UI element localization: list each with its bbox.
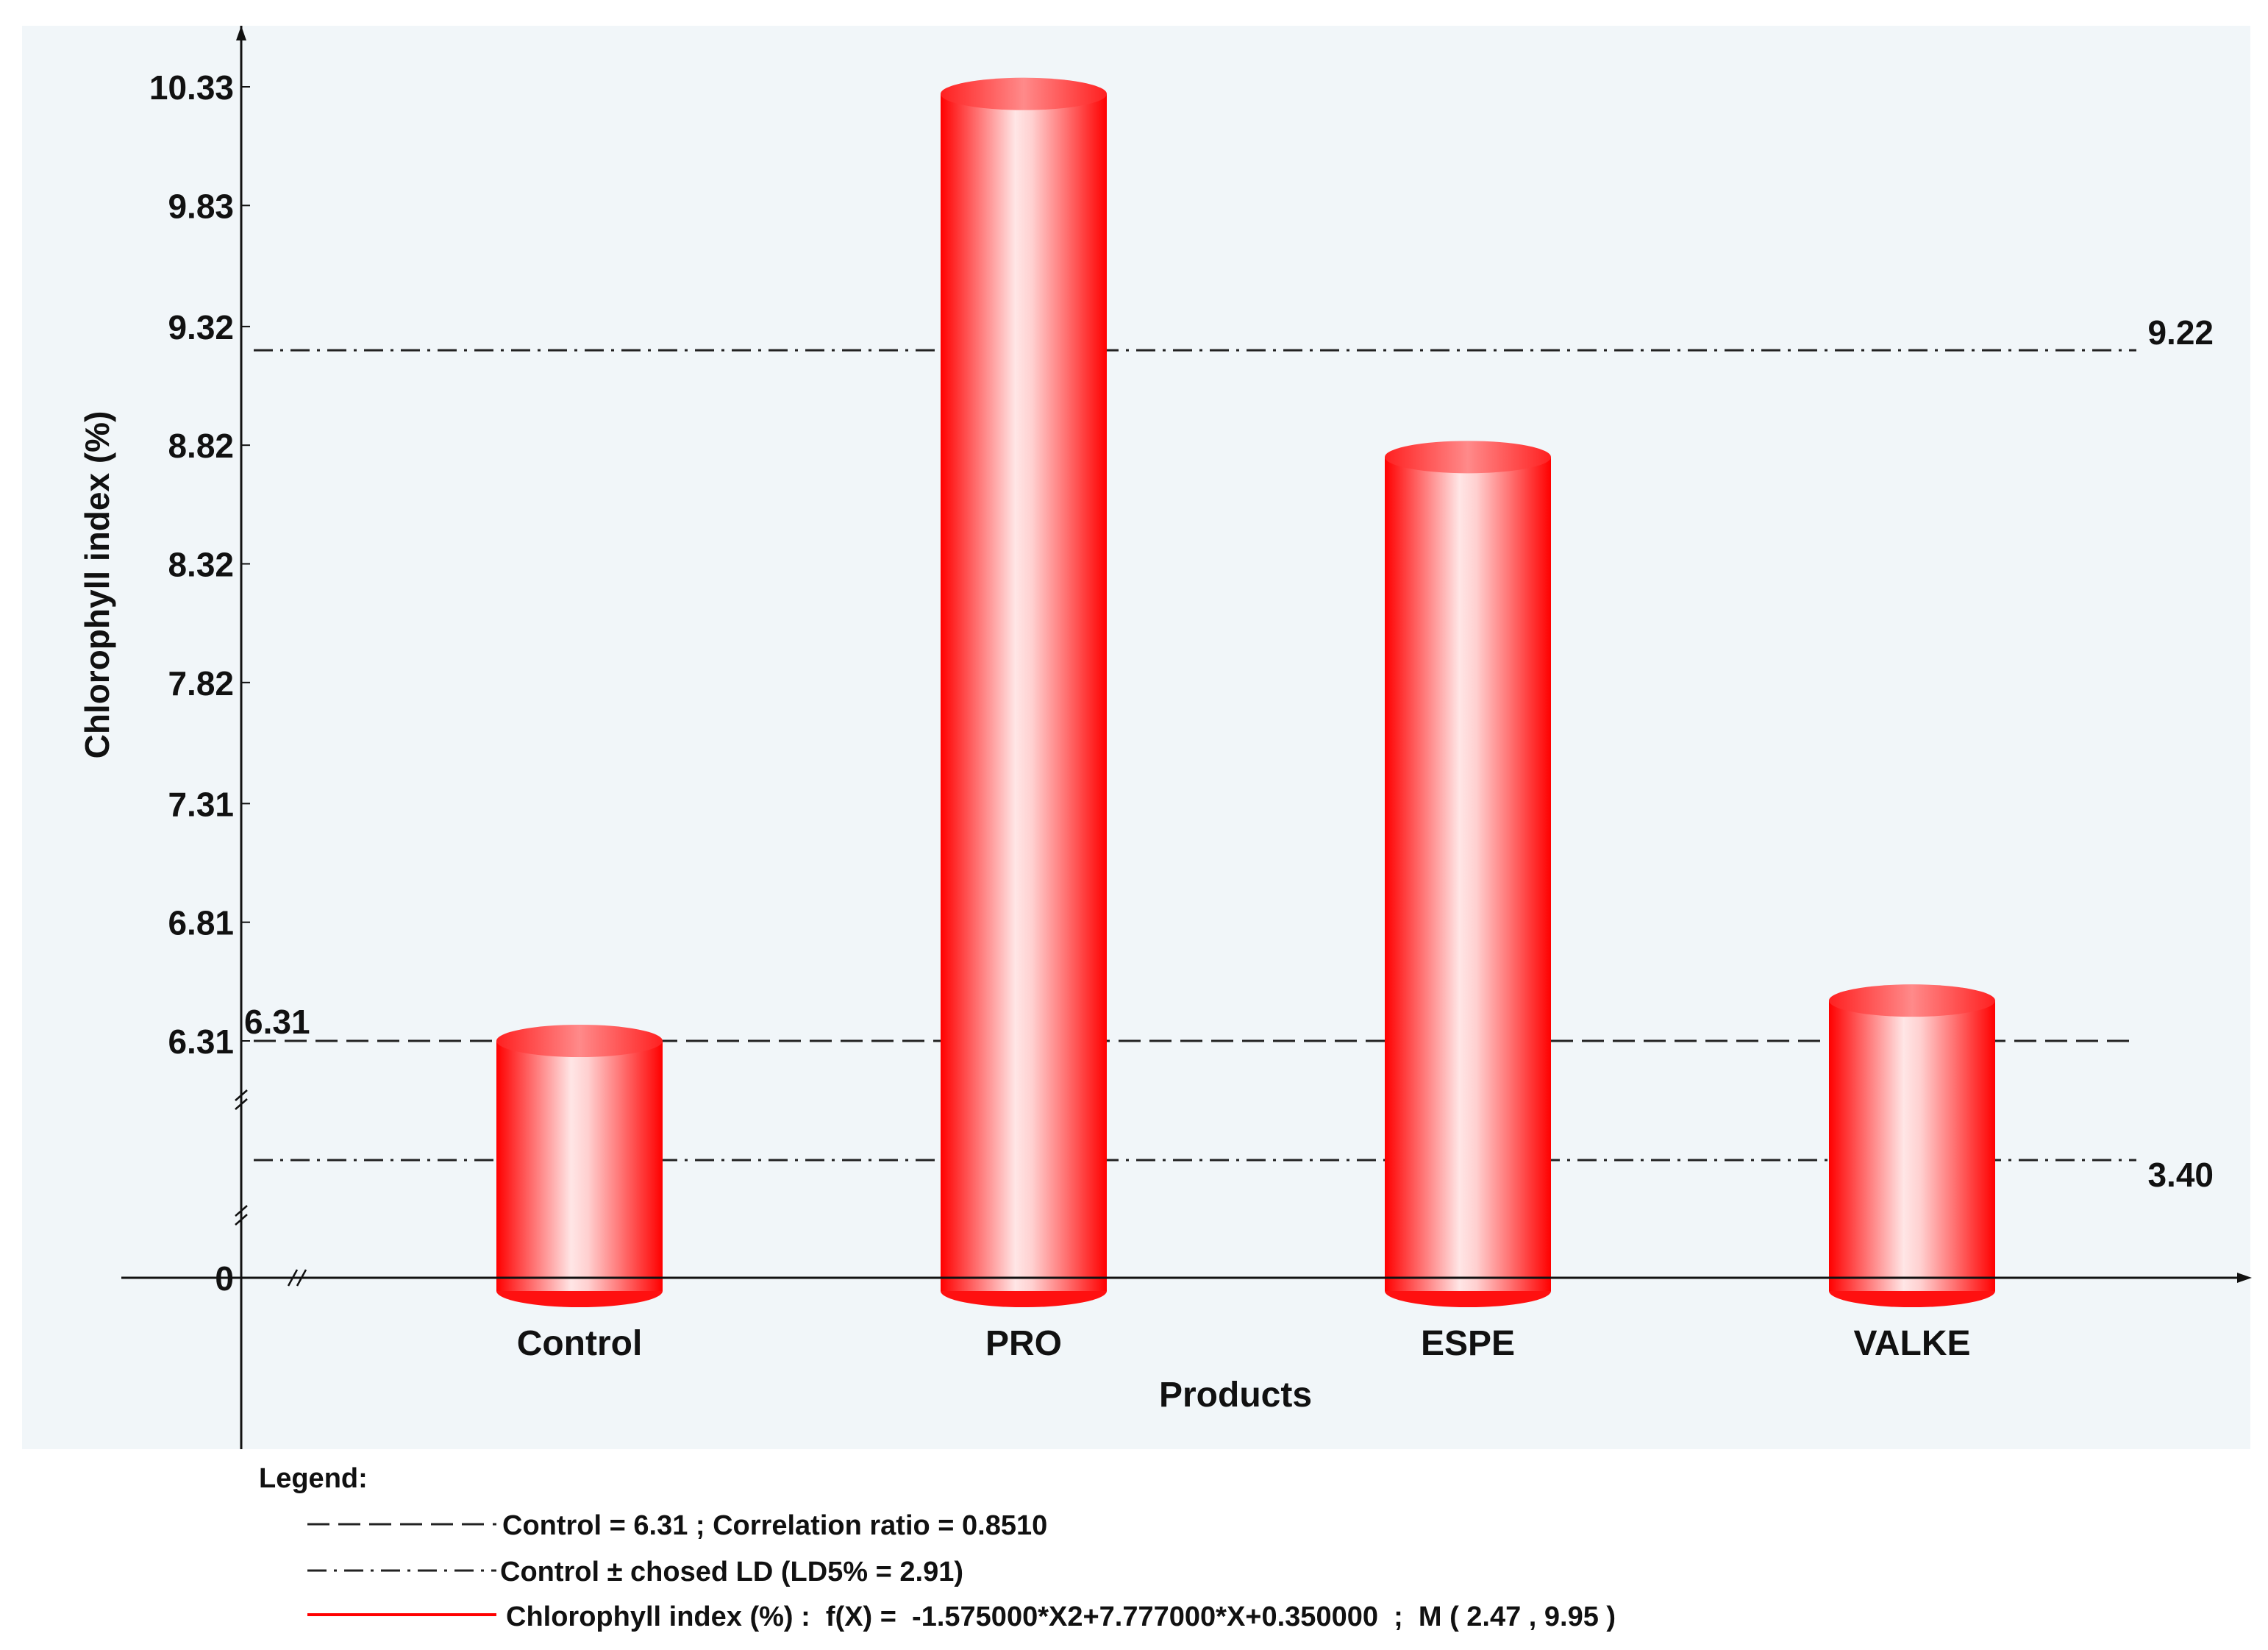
bar-body — [1829, 1000, 1995, 1291]
bar-espe — [1385, 441, 1551, 1307]
bar-top-cap — [1829, 984, 1995, 1017]
bar-top-cap — [941, 77, 1107, 110]
x-axis-tick-labels: Control PRO ESPE VALKE — [517, 1324, 1971, 1363]
y-axis-ticks: 0 6.31 6.81 7.31 7.82 8.32 8.82 9.32 9.83 10.33 — [149, 68, 250, 1298]
y-tick-label: 7.31 — [168, 785, 234, 823]
bars — [496, 77, 1995, 1307]
x-tick-label: ESPE — [1421, 1324, 1515, 1363]
legend-item-dashed: Control = 6.31 ; Correlation ratio = 0.8… — [307, 1510, 1047, 1541]
y-tick-label: 0 — [215, 1259, 234, 1298]
reference-label-3.40: 3.40 — [2147, 1156, 2214, 1194]
bar-valke — [1829, 984, 1995, 1307]
bar-body — [941, 93, 1107, 1292]
bar-control — [496, 1025, 663, 1307]
x-axis-break-marks — [287, 1269, 307, 1287]
bar-top-cap — [1385, 441, 1551, 474]
y-tick-label: 10.33 — [149, 68, 234, 107]
reference-label-9.22: 9.22 — [2147, 313, 2214, 352]
y-tick-label: 8.82 — [168, 427, 234, 465]
bar-body — [496, 1041, 663, 1291]
y-tick-label: 9.32 — [168, 308, 234, 346]
legend-text-function: Chlorophyll index (%) : f(X) = -1.575000… — [506, 1601, 1616, 1632]
y-tick-label: 7.82 — [168, 664, 234, 703]
legend-text-ld: Control ± chosed LD (LD5% = 2.91) — [500, 1557, 963, 1587]
x-axis-arrow — [2237, 1273, 2252, 1283]
legend-item-solid: Chlorophyll index (%) : f(X) = -1.575000… — [307, 1601, 1616, 1632]
x-tick-label: Control — [517, 1324, 643, 1363]
reference-label-6.31: 6.31 — [244, 1003, 310, 1041]
y-axis-arrow — [236, 26, 246, 40]
x-tick-label: VALKE — [1853, 1324, 1970, 1363]
y-axis-break-marks — [235, 1089, 248, 1226]
x-tick-label: PRO — [985, 1324, 1062, 1363]
y-tick-label: 9.83 — [168, 187, 234, 225]
y-tick-label: 8.32 — [168, 546, 234, 584]
y-axis-title: Chlorophyll index (%) — [78, 411, 116, 759]
y-tick-label: 6.81 — [168, 904, 234, 942]
legend-item-dash-dot: Control ± chosed LD (LD5% = 2.91) — [307, 1557, 963, 1587]
legend-text-control: Control = 6.31 ; Correlation ratio = 0.8… — [502, 1510, 1047, 1541]
bar-top-cap — [496, 1025, 663, 1057]
x-axis-title: Products — [1159, 1376, 1312, 1415]
bar-body — [1385, 457, 1551, 1291]
y-tick-label: 6.31 — [168, 1023, 234, 1061]
legend-title: Legend: — [259, 1463, 368, 1494]
bar-pro — [941, 77, 1107, 1307]
